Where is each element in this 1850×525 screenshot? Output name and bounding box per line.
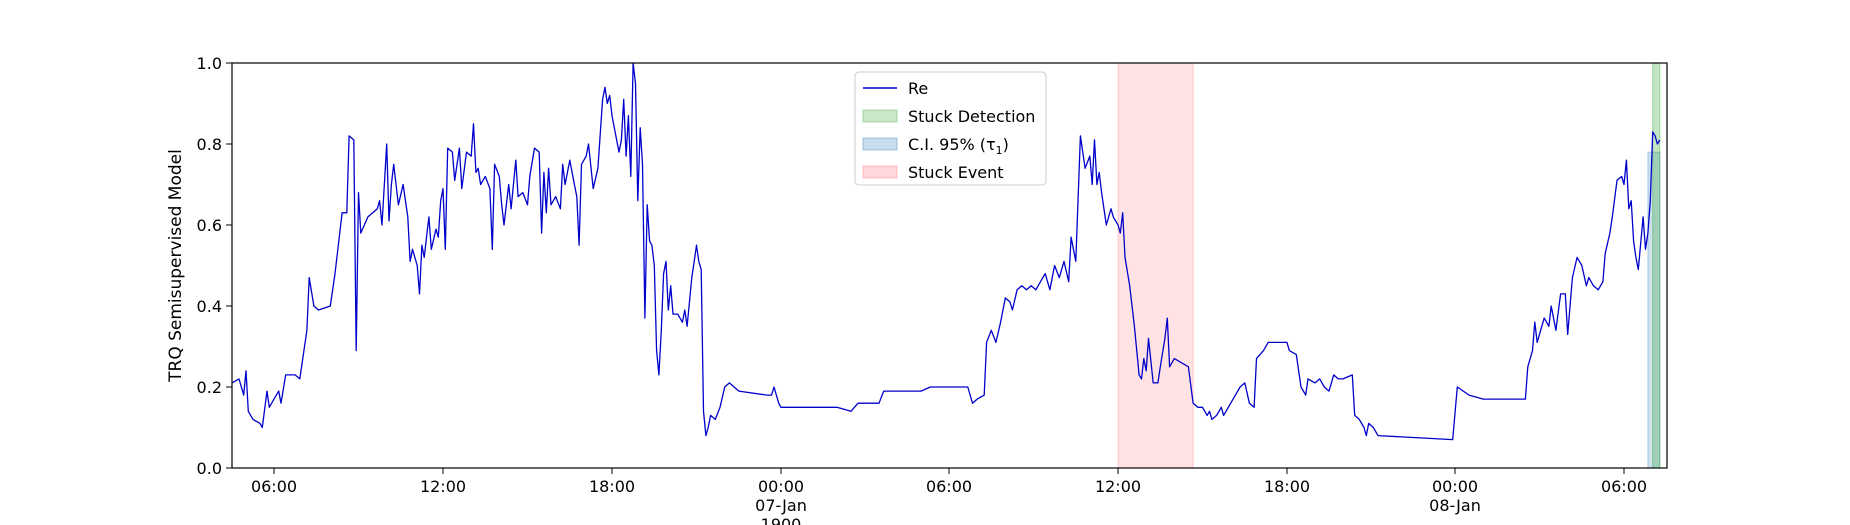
- band-stuck-event: [1117, 62, 1194, 469]
- x-tick-label: 06:00: [926, 477, 972, 496]
- legend-label-end: ): [1003, 135, 1009, 154]
- y-tick-label: 0.0: [197, 459, 222, 478]
- y-tick-label: 0.6: [197, 216, 222, 235]
- y-tick-label: 0.2: [197, 378, 222, 397]
- x-tick-label: 12:00: [420, 477, 466, 496]
- legend-label-stuck-event: Stuck Event: [908, 163, 1004, 182]
- legend-label-c-i-95: C.I. 95% (τ1): [908, 135, 1009, 157]
- series-line-re: [231, 62, 1661, 441]
- bands-layer: [1117, 62, 1661, 469]
- legend: Re Stuck Detection C.I. 95% (τ1) Stuck Even…: [854, 71, 1047, 186]
- y-tick-label: 1.0: [197, 54, 222, 73]
- series-layer: [231, 62, 1661, 441]
- x-tick-label: 00:00: [1432, 477, 1478, 496]
- legend-swatch-c-i-95: [862, 137, 898, 151]
- y-tick-label: 0.4: [197, 297, 222, 316]
- x-tick-label: 12:00: [1095, 477, 1141, 496]
- legend-label-subscript: 1: [996, 144, 1003, 157]
- x-tick-label: 18:00: [589, 477, 635, 496]
- legend-swatch-stuck-detection: [862, 109, 898, 123]
- band-stuck-detection: [1652, 62, 1661, 469]
- legend-label-re: Re: [908, 79, 928, 98]
- x-tick-date-label: 08-Jan: [1429, 496, 1481, 515]
- x-tick-date-label: 07-Jan: [755, 496, 807, 515]
- x-year-label: 1900: [761, 515, 802, 525]
- legend-swatch-stuck-event: [862, 165, 898, 179]
- y-ticks: 0.0 0.2 0.4 0.6 0.8 1.0: [197, 54, 232, 478]
- legend-box: [854, 71, 1047, 186]
- y-axis-label: TRQ Semisupervised Model: [166, 149, 186, 383]
- y-tick-label: 0.8: [197, 135, 222, 154]
- x-tick-label: 00:00: [758, 477, 804, 496]
- x-tick-label: 06:00: [1601, 477, 1647, 496]
- x-tick-label: 06:00: [251, 477, 297, 496]
- x-tick-label: 18:00: [1264, 477, 1310, 496]
- legend-label-stuck-detection: Stuck Detection: [908, 107, 1035, 126]
